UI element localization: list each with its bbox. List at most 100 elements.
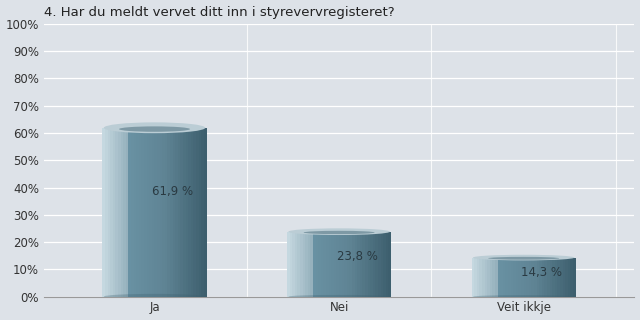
Bar [482, 258, 484, 297]
Bar [326, 232, 329, 297]
Bar [110, 128, 113, 297]
Bar [349, 232, 352, 297]
Bar [477, 258, 479, 297]
Bar [479, 258, 482, 297]
Bar [328, 232, 332, 297]
Bar [388, 232, 391, 297]
Bar [159, 128, 163, 297]
Text: 23,8 %: 23,8 % [337, 250, 378, 263]
Bar [534, 258, 537, 297]
Bar [154, 128, 157, 297]
Bar [165, 128, 168, 297]
Bar [186, 128, 188, 297]
Bar [163, 128, 165, 297]
Bar [323, 232, 326, 297]
Bar [141, 128, 144, 297]
Bar [545, 258, 547, 297]
Bar [492, 258, 495, 297]
Bar [289, 232, 292, 297]
Ellipse shape [303, 231, 374, 234]
Bar [568, 258, 571, 297]
Bar [550, 258, 552, 297]
Bar [357, 232, 360, 297]
Bar [157, 128, 160, 297]
Bar [139, 128, 141, 297]
Bar [188, 128, 191, 297]
Bar [373, 232, 376, 297]
Bar [536, 258, 540, 297]
Bar [511, 258, 513, 297]
Bar [518, 258, 521, 297]
Bar [193, 128, 196, 297]
Bar [310, 232, 313, 297]
Bar [147, 128, 149, 297]
Bar [287, 232, 290, 297]
Bar [204, 128, 207, 297]
Bar [342, 232, 344, 297]
Bar [152, 128, 155, 297]
Bar [474, 258, 477, 297]
Bar [183, 128, 186, 297]
Bar [321, 232, 324, 297]
Bar [175, 128, 178, 297]
Bar [113, 128, 116, 297]
Bar [292, 232, 295, 297]
Bar [118, 128, 121, 297]
Bar [383, 232, 386, 297]
Bar [516, 258, 518, 297]
Bar [339, 232, 342, 297]
Bar [557, 258, 560, 297]
Bar [173, 128, 175, 297]
Bar [318, 232, 321, 297]
Bar [565, 258, 568, 297]
Bar [136, 128, 139, 297]
Bar [376, 232, 378, 297]
Text: 4. Har du meldt vervet ditt inn i styrevervregisteret?: 4. Har du meldt vervet ditt inn i styrev… [44, 5, 394, 19]
Bar [513, 258, 516, 297]
Bar [198, 128, 202, 297]
Text: 61,9 %: 61,9 % [152, 185, 193, 198]
Bar [365, 232, 368, 297]
Bar [367, 232, 371, 297]
Bar [560, 258, 563, 297]
Bar [126, 128, 129, 297]
Bar [573, 258, 576, 297]
Bar [105, 128, 108, 297]
Ellipse shape [473, 255, 575, 260]
Bar [344, 232, 347, 297]
Bar [529, 258, 532, 297]
Bar [134, 128, 136, 297]
Bar [334, 232, 337, 297]
Bar [355, 232, 357, 297]
Bar [120, 128, 124, 297]
Bar [108, 128, 110, 297]
Bar [332, 232, 334, 297]
Bar [524, 258, 526, 297]
Bar [178, 128, 180, 297]
Bar [196, 128, 199, 297]
Bar [191, 128, 194, 297]
Bar [144, 128, 147, 297]
Bar [337, 232, 339, 297]
Bar [570, 258, 573, 297]
Bar [563, 258, 566, 297]
Bar [506, 258, 508, 297]
Bar [552, 258, 555, 297]
Bar [540, 258, 542, 297]
Bar [352, 232, 355, 297]
Bar [360, 232, 363, 297]
Bar [313, 232, 316, 297]
Bar [308, 232, 310, 297]
Text: 14,3 %: 14,3 % [522, 266, 563, 279]
Bar [378, 232, 381, 297]
Bar [347, 232, 349, 297]
Bar [316, 232, 318, 297]
Bar [300, 232, 303, 297]
Ellipse shape [289, 295, 390, 298]
Bar [495, 258, 498, 297]
Bar [170, 128, 173, 297]
Bar [547, 258, 550, 297]
Bar [386, 232, 388, 297]
Bar [298, 232, 300, 297]
Bar [305, 232, 308, 297]
